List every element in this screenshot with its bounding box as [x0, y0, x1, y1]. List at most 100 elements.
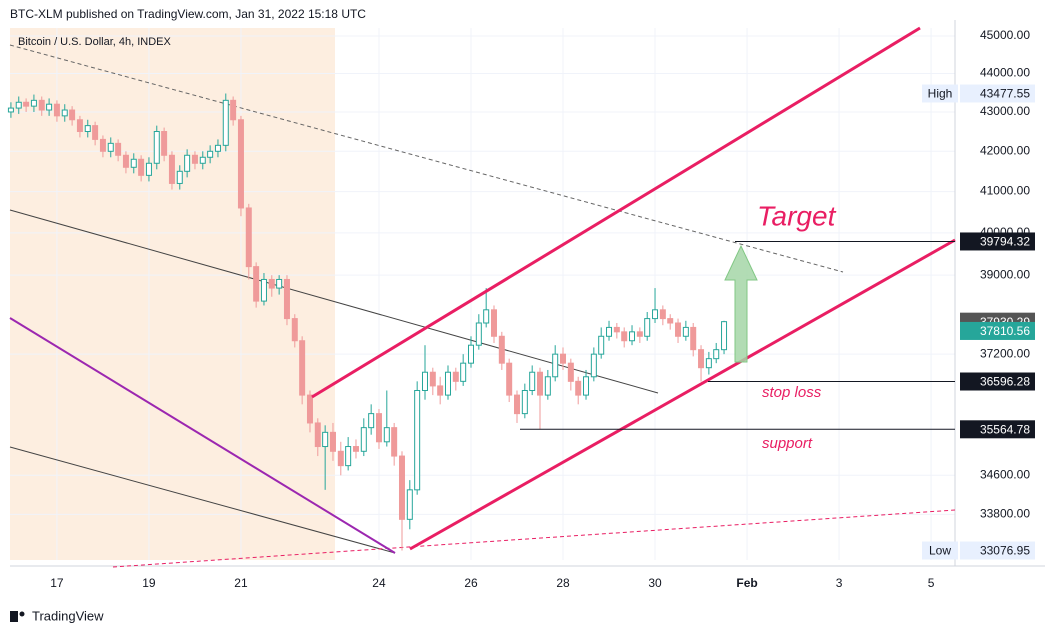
- candle-body: [253, 266, 260, 302]
- candle-body: [544, 376, 551, 396]
- candle-body: [644, 318, 651, 337]
- highlight-zone: [10, 28, 335, 560]
- candle-body: [613, 326, 620, 333]
- candle-body: [237, 119, 244, 209]
- candle-body: [429, 371, 436, 387]
- candle-body: [705, 358, 712, 369]
- candle-body: [537, 371, 544, 396]
- candle-body: [398, 455, 405, 520]
- price-label: 35564.78: [980, 422, 1030, 436]
- candle-body: [659, 309, 666, 320]
- annotation: Target: [757, 200, 837, 231]
- candle-body: [682, 326, 689, 337]
- candle-body: [15, 101, 22, 109]
- candle-body: [444, 371, 451, 396]
- extreme-tag: [922, 541, 958, 560]
- candles: [7, 93, 728, 551]
- trend-line: [9, 209, 659, 394]
- y-tick-label: 33800.00: [980, 507, 1030, 521]
- candle-body: [191, 154, 198, 164]
- candle-body: [391, 427, 398, 457]
- price-labels: 39794.3236596.2835564.7837930.2937810.56…: [520, 84, 1035, 560]
- candle-body: [69, 109, 76, 121]
- x-tick-label: Feb: [736, 576, 757, 590]
- candle-body: [414, 390, 421, 491]
- trend-line: [9, 317, 396, 554]
- candle-body: [115, 142, 122, 156]
- extreme-tag-text: Low: [929, 544, 951, 558]
- header: BTC-XLM published on TradingView.com, Ja…: [10, 7, 366, 21]
- candle-body: [652, 309, 659, 320]
- candle-body: [383, 427, 390, 443]
- candle-body: [475, 322, 482, 346]
- logo: [10, 611, 25, 622]
- candle-body: [368, 413, 375, 429]
- price-label-box: [960, 372, 1035, 391]
- candle-body: [598, 335, 605, 355]
- candle-body: [567, 362, 574, 382]
- candle-body: [514, 394, 521, 415]
- y-tick-label: 41000.00: [980, 184, 1030, 198]
- candle-body: [421, 371, 428, 392]
- candle-body: [283, 278, 290, 320]
- price-label: 39794.32: [980, 235, 1030, 249]
- extreme-tag: [922, 84, 958, 103]
- extreme-tag-text: High: [928, 87, 953, 101]
- candle-body: [23, 101, 30, 107]
- trend-line: [9, 446, 396, 554]
- candle-body: [506, 362, 513, 396]
- candle-body: [529, 371, 536, 392]
- annotation: support: [762, 435, 813, 452]
- channel-upper: [311, 26, 921, 399]
- candle-body: [667, 318, 674, 324]
- price-label-box: [960, 232, 1035, 251]
- candle-body: [498, 335, 505, 364]
- candle-body: [207, 150, 214, 158]
- candle-body: [138, 158, 145, 176]
- y-tick-label: 39000.00: [980, 267, 1030, 281]
- price-label-box: [960, 84, 1035, 103]
- candle-body: [406, 489, 413, 520]
- x-tick-label: 24: [372, 576, 386, 590]
- candle-body: [299, 340, 306, 396]
- price-label-box: [960, 321, 1035, 340]
- candle-body: [7, 107, 14, 113]
- price-label-box: [960, 541, 1035, 560]
- trend-line: [112, 509, 956, 568]
- candle-body: [245, 207, 252, 268]
- candle-body: [53, 103, 60, 117]
- candle-body: [46, 103, 53, 111]
- candle-body: [583, 376, 590, 396]
- candle-body: [276, 278, 283, 289]
- candle-body: [460, 362, 467, 382]
- candle-body: [360, 427, 367, 452]
- candle-body: [690, 326, 697, 351]
- x-tick-label: 17: [50, 576, 64, 590]
- candle-body: [621, 331, 628, 342]
- candle-body: [61, 109, 68, 117]
- candle-body: [698, 349, 705, 369]
- candle-body: [606, 326, 613, 337]
- candle-body: [168, 154, 175, 184]
- candle-body: [260, 278, 267, 302]
- x-tick-label: 26: [464, 576, 478, 590]
- candle-body: [721, 321, 728, 351]
- price-label-box: [960, 420, 1035, 439]
- candle-body: [230, 99, 237, 121]
- annotation: stop loss: [762, 384, 822, 401]
- candle-body: [375, 413, 382, 443]
- x-tick-label: 21: [234, 576, 248, 590]
- candle-body: [306, 394, 313, 424]
- candle-body: [130, 158, 137, 168]
- target-arrow: [724, 244, 758, 363]
- candle-body: [199, 156, 206, 164]
- candle-body: [161, 131, 168, 156]
- y-tick-label: 45000.00: [980, 28, 1030, 42]
- candle-body: [452, 371, 459, 382]
- candle-body: [590, 353, 597, 378]
- x-tick-label: 28: [556, 576, 570, 590]
- candle-body: [214, 144, 221, 152]
- x-tick-label: 3: [836, 576, 843, 590]
- x-tick-label: 19: [142, 576, 156, 590]
